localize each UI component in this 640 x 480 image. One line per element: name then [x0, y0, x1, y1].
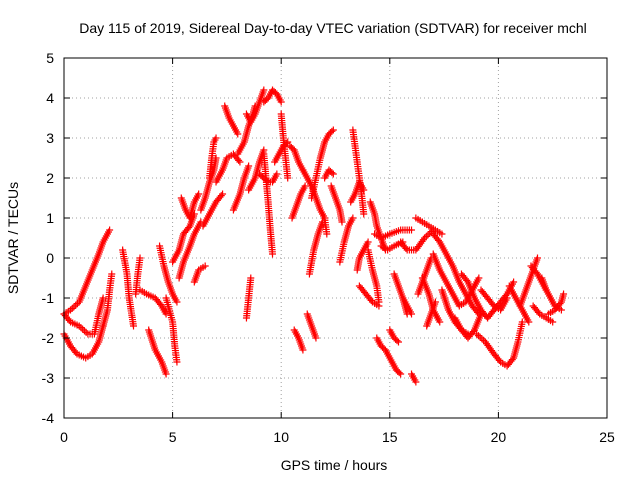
data-point — [318, 218, 326, 226]
data-point — [436, 318, 444, 326]
data-point — [412, 378, 420, 386]
y-tick-label: 3 — [46, 130, 54, 146]
y-tick-label: 1 — [46, 210, 54, 226]
data-point — [394, 338, 402, 346]
data-point — [502, 292, 510, 300]
data-point — [234, 130, 242, 138]
data-point — [273, 170, 281, 178]
data-point — [185, 224, 193, 232]
data-point — [72, 301, 80, 309]
x-tick-label: 0 — [60, 429, 68, 445]
data-point — [284, 174, 292, 182]
data-point — [424, 231, 432, 239]
data-point — [533, 254, 541, 262]
data-point — [212, 134, 220, 142]
data-point — [82, 328, 90, 336]
data-point — [518, 318, 526, 326]
data-point — [557, 306, 565, 314]
data-point — [360, 210, 368, 218]
data-point — [235, 156, 243, 164]
y-tick-label: 0 — [46, 250, 54, 266]
y-tick-label: 2 — [46, 170, 54, 186]
data-point — [364, 238, 372, 246]
data-point — [393, 337, 401, 345]
y-tick-label: 4 — [46, 90, 54, 106]
y-axis-label: SDTVAR / TECUs — [5, 182, 21, 294]
data-point — [162, 370, 170, 378]
data-point — [80, 327, 88, 335]
y-tick-label: -4 — [42, 410, 55, 426]
data-point — [532, 268, 540, 276]
data-point — [201, 262, 209, 270]
data-point — [419, 236, 427, 244]
data-point — [99, 294, 107, 302]
data-point — [245, 162, 253, 170]
data-point — [434, 236, 442, 244]
data-point — [328, 169, 336, 177]
x-tick-label: 10 — [273, 429, 289, 445]
data-point — [475, 274, 483, 282]
data-point — [338, 218, 346, 226]
data-point — [299, 346, 307, 354]
data-point — [403, 310, 411, 318]
data-point — [79, 325, 87, 333]
axis-ticks: 0 5 10 15 20 25 -4 -3 -2 -1 0 1 2 3 4 5 — [42, 50, 615, 445]
chart-title: Day 115 of 2019, Sidereal Day-to-day VTE… — [79, 20, 587, 36]
data-point — [438, 230, 446, 238]
data-point — [312, 334, 320, 342]
x-tick-label: 25 — [599, 429, 615, 445]
data-point — [508, 356, 516, 364]
data-point — [476, 333, 484, 341]
data-point — [247, 274, 255, 282]
data-point — [260, 86, 268, 94]
data-point — [329, 126, 337, 134]
data-point — [510, 278, 518, 286]
data-point — [431, 298, 439, 306]
data-points — [60, 86, 568, 386]
data-point — [556, 300, 564, 308]
y-tick-label: 5 — [46, 50, 54, 66]
x-tick-label: 5 — [169, 429, 177, 445]
x-tick-label: 20 — [491, 429, 507, 445]
data-point — [269, 250, 277, 258]
data-point — [402, 244, 410, 252]
data-point — [195, 190, 203, 198]
grid — [64, 58, 607, 418]
y-tick-label: -2 — [42, 330, 55, 346]
y-tick-label: -3 — [42, 370, 55, 386]
data-point — [219, 190, 227, 198]
data-point — [70, 303, 78, 311]
data-point — [560, 290, 568, 298]
data-point — [136, 254, 144, 262]
x-axis-label: GPS time / hours — [281, 457, 388, 473]
data-point — [525, 318, 533, 326]
data-point — [463, 276, 471, 284]
x-tick-label: 15 — [382, 429, 398, 445]
data-point — [106, 226, 114, 234]
data-point — [408, 226, 416, 234]
data-point — [397, 370, 405, 378]
data-point — [173, 358, 181, 366]
data-point — [173, 298, 181, 306]
data-point — [375, 298, 383, 306]
data-point — [478, 335, 486, 343]
y-tick-label: -1 — [42, 290, 55, 306]
plot-frame — [63, 57, 608, 419]
data-point — [328, 127, 336, 135]
data-point — [130, 322, 138, 330]
data-point — [217, 192, 225, 200]
data-point — [329, 170, 337, 178]
data-point — [549, 318, 557, 326]
data-point — [349, 214, 357, 222]
data-point — [236, 158, 244, 166]
data-point — [108, 270, 116, 278]
data-point — [156, 300, 164, 308]
data-point — [162, 310, 170, 318]
data-point — [395, 369, 403, 377]
data-point — [277, 98, 285, 106]
data-point — [323, 230, 331, 238]
data-point — [301, 182, 309, 190]
